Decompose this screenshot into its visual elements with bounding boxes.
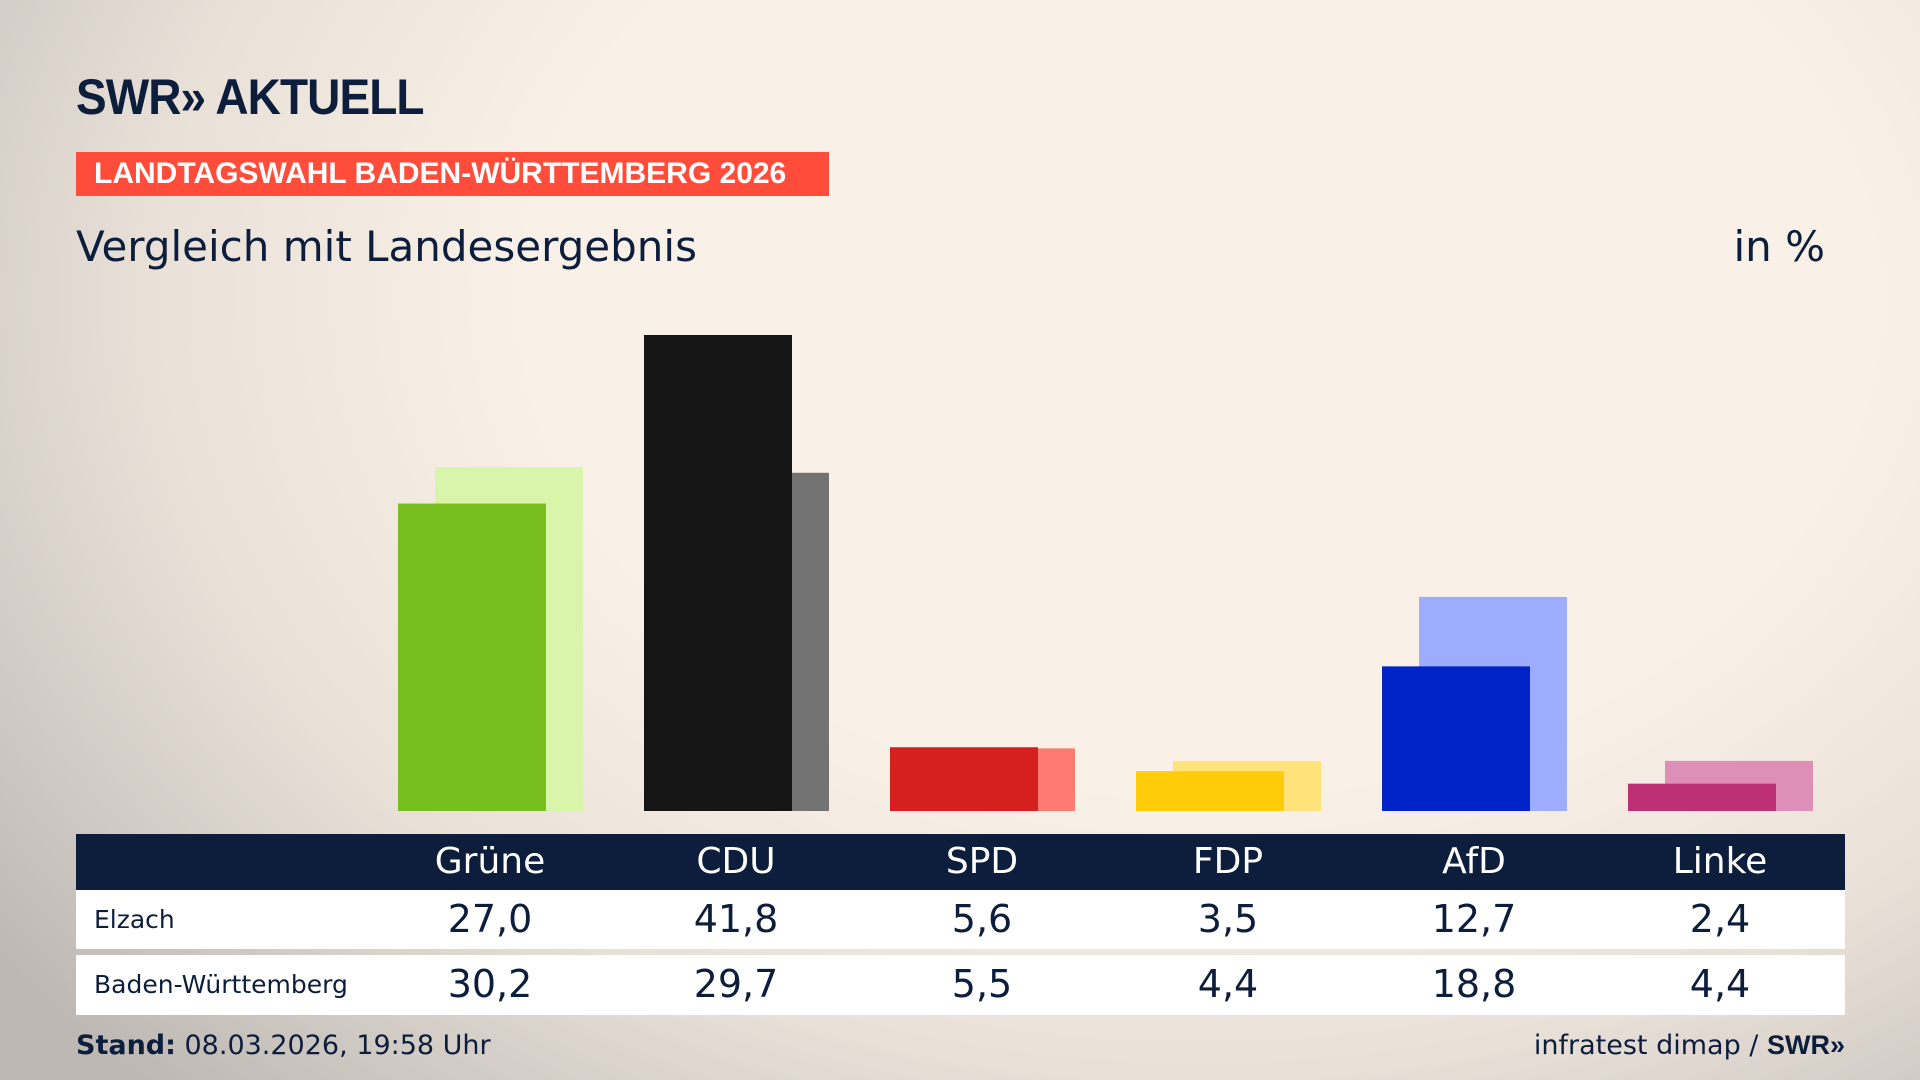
value-cell: 5,5	[951, 962, 1013, 1006]
local-bar-cdu	[644, 335, 792, 811]
local-bar-fdp	[1136, 771, 1284, 811]
value-cell: 4,4	[1197, 962, 1259, 1006]
local-bar-afd	[1382, 666, 1530, 811]
stand-value: 08.03.2026, 19:58 Uhr	[175, 1030, 491, 1061]
source-text: infratest dimap /	[1533, 1030, 1767, 1061]
row-label: Baden-Württemberg	[94, 970, 348, 999]
value-cell: 41,8	[693, 897, 779, 941]
party-header: CDU	[696, 841, 776, 882]
table-row: Baden-Württemberg 30,2 29,7 5,5 4,4 18,8…	[76, 955, 1845, 1015]
local-bar-grüne	[398, 503, 546, 811]
timestamp: Stand: 08.03.2026, 19:58 Uhr	[76, 1030, 491, 1061]
table-header: Grüne CDU SPD FDP AfD Linke	[76, 834, 1845, 890]
bar-chart	[398, 335, 1813, 811]
value-cell: 30,2	[447, 962, 533, 1006]
swr-logo: SWR»	[1766, 1030, 1845, 1060]
party-header: FDP	[1192, 841, 1264, 882]
party-header: Grüne	[434, 841, 546, 882]
table-row: Elzach 27,0 41,8 5,6 3,5 12,7 2,4	[76, 890, 1845, 949]
swr-aktuell-logo: SWR» AKTUELL	[76, 69, 424, 125]
value-cell: 29,7	[693, 962, 779, 1006]
party-header: SPD	[945, 841, 1019, 882]
value-cell: 5,6	[951, 897, 1013, 941]
local-bar-linke	[1628, 783, 1776, 811]
party-header: Linke	[1672, 841, 1768, 882]
stand-label: Stand:	[76, 1030, 176, 1061]
value-cell: 12,7	[1431, 897, 1517, 941]
local-bar-spd	[890, 747, 1038, 811]
value-cell: 4,4	[1689, 962, 1751, 1006]
election-banner: LANDTAGSWAHL BADEN-WÜRTTEMBERG 2026	[76, 152, 829, 196]
row-label: Elzach	[94, 905, 175, 934]
source: infratest dimap / SWR»	[1534, 1030, 1845, 1061]
value-cell: 3,5	[1197, 897, 1259, 941]
value-cell: 27,0	[447, 897, 533, 941]
chart-subtitle: Vergleich mit Landesergebnis	[76, 222, 697, 271]
party-header: AfD	[1442, 841, 1506, 882]
value-cell: 18,8	[1431, 962, 1517, 1006]
unit-label: in %	[1733, 222, 1825, 271]
value-cell: 2,4	[1689, 897, 1751, 941]
